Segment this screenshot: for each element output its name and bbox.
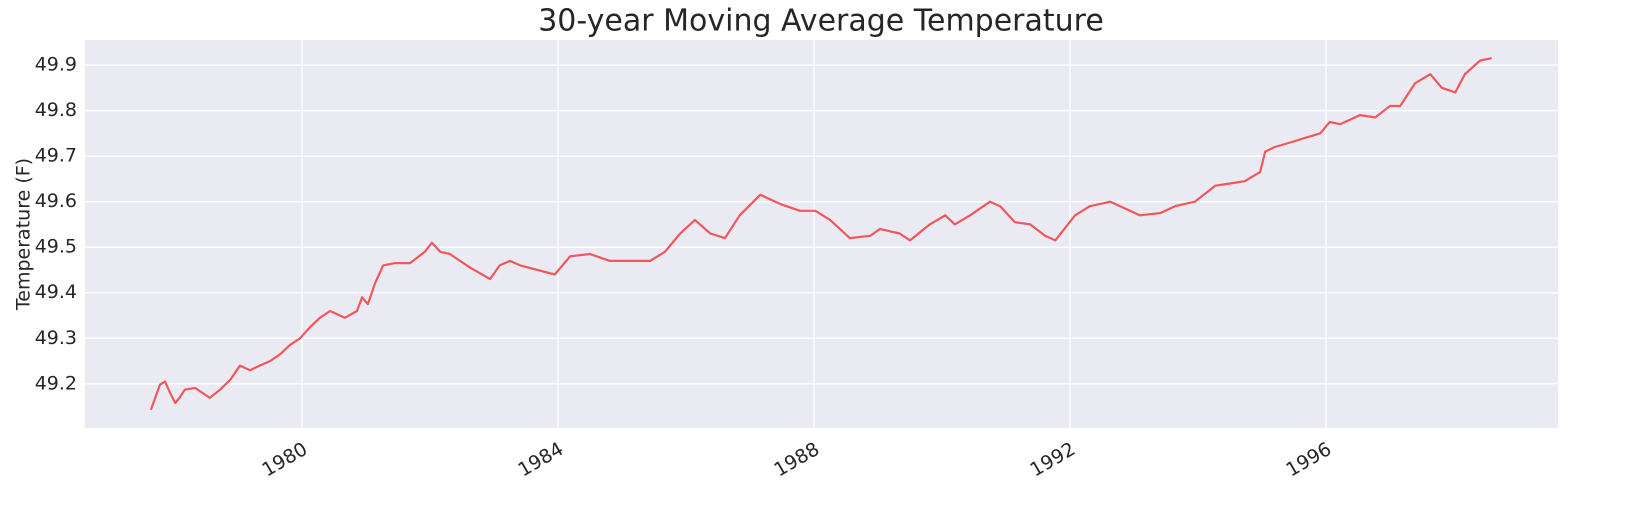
y-tick-label: 49.2 (35, 372, 77, 394)
y-tick-label: 49.4 (35, 281, 77, 303)
y-tick-label: 49.7 (35, 145, 77, 167)
x-tick-label: 1992 (1026, 438, 1079, 481)
plot-area (85, 40, 1558, 428)
y-axis-label: Temperature (F) (13, 158, 35, 311)
y-tick-label: 49.6 (35, 190, 77, 212)
x-tick-label: 1996 (1282, 438, 1335, 481)
x-tick-label: 1984 (514, 438, 567, 481)
y-tick-label: 49.5 (35, 236, 77, 258)
y-tick-label: 49.8 (35, 99, 77, 121)
x-tick-label: 1988 (770, 438, 823, 481)
x-tick-label: 1980 (258, 438, 311, 481)
chart-title: 30-year Moving Average Temperature (538, 4, 1104, 39)
y-tick-label: 49.3 (35, 327, 77, 349)
y-tick-label: 49.9 (35, 54, 77, 76)
line-series (149, 57, 1493, 411)
